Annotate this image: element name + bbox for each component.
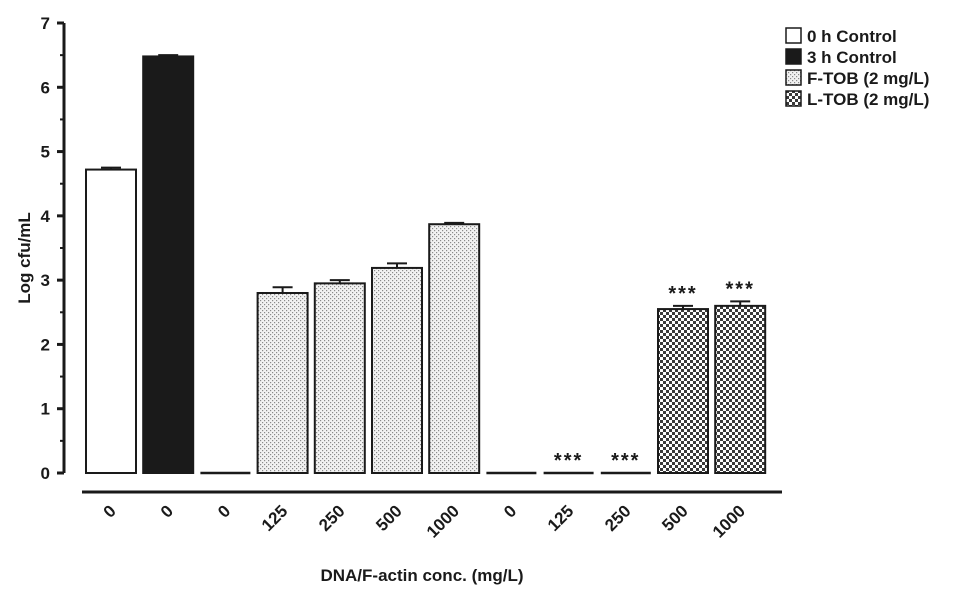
bar-group: *** [543, 450, 594, 475]
bar-group: *** [600, 450, 651, 475]
bar [313, 282, 366, 474]
x-tick-label: 0 [100, 501, 120, 521]
x-tick-label: 0 [214, 501, 234, 521]
legend-swatch [785, 69, 802, 86]
bar [714, 304, 767, 474]
x-tick-label: 125 [258, 501, 291, 534]
legend-label: F-TOB (2 mg/L) [807, 69, 929, 88]
x-tick-label: 0 [157, 501, 177, 521]
x-tick-label: 0 [500, 501, 520, 521]
y-tick-label: 0 [41, 464, 50, 483]
significance-marker: *** [726, 278, 755, 300]
bar-group [256, 286, 309, 474]
y-tick-label: 2 [41, 335, 50, 354]
bar-group [142, 54, 195, 475]
legend-item: 0 h Control [785, 27, 897, 46]
legend-item: L-TOB (2 mg/L) [785, 90, 929, 109]
bar [657, 308, 709, 475]
bar-group [371, 262, 423, 474]
bar-group [85, 166, 137, 474]
bar [428, 223, 481, 474]
legend-item: 3 h Control [785, 48, 897, 67]
bar-group: *** [714, 278, 767, 474]
bar [85, 168, 137, 474]
legend-label: L-TOB (2 mg/L) [807, 90, 929, 109]
bar [256, 292, 309, 474]
x-tick-label: 1000 [709, 501, 749, 541]
legend-swatch [785, 27, 802, 44]
y-tick-label: 1 [41, 400, 50, 419]
significance-marker: *** [668, 283, 697, 305]
x-axis-title: DNA/F-actin conc. (mg/L) [320, 566, 523, 585]
y-axis: 0 1 2 3 4 5 6 7 [41, 14, 66, 483]
legend-label: 3 h Control [807, 48, 897, 67]
y-axis-title: Log cfu/mL [15, 212, 34, 304]
legend-swatch [785, 90, 802, 107]
bars: *** *** *** *** [85, 54, 767, 475]
x-tick-label: 125 [544, 501, 577, 534]
x-tick-label: 1000 [423, 501, 463, 541]
legend: 0 h Control 3 h Control F-TOB (2 mg/L) L-TO… [785, 27, 929, 109]
legend-swatch [785, 48, 802, 65]
x-tick-label: 250 [601, 501, 634, 534]
significance-marker: *** [611, 450, 640, 472]
x-tick-label: 250 [315, 501, 348, 534]
y-tick-label: 6 [41, 78, 50, 97]
y-tick-label: 7 [41, 14, 50, 33]
bar [371, 266, 423, 474]
bar-group [313, 279, 366, 474]
y-tick-label: 3 [41, 271, 50, 290]
bar-group [428, 221, 481, 474]
y-tick-label: 4 [41, 207, 51, 226]
bar-group: *** [657, 283, 709, 475]
bar [142, 55, 195, 475]
significance-marker: *** [554, 450, 583, 472]
x-tick-label: 500 [372, 501, 405, 534]
y-tick-label: 5 [41, 143, 50, 162]
legend-label: 0 h Control [807, 27, 897, 46]
x-tick-label: 500 [658, 501, 691, 534]
category-labels: 0 0 0 125 250 500 1000 0 125 250 500 1000 [100, 501, 749, 541]
legend-item: F-TOB (2 mg/L) [785, 69, 929, 88]
